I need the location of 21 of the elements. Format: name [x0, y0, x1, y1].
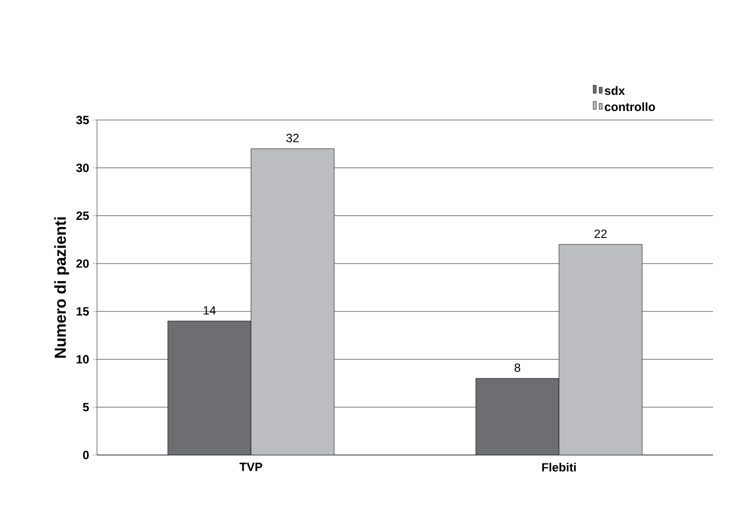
y-tick-label: 10 [76, 355, 89, 364]
y-tick-label: 35 [76, 116, 89, 124]
data-label: 32 [286, 134, 299, 142]
x-tick-label: TVP [240, 462, 262, 471]
bar [476, 378, 560, 455]
y-tick-label: 25 [76, 211, 89, 220]
data-label: 14 [204, 306, 216, 314]
y-tick-label: 0 [83, 450, 89, 460]
data-label: 8 [514, 363, 520, 372]
y-tick-label: 5 [82, 402, 89, 412]
legend-label: controllo [604, 102, 656, 112]
y-tick-label: 30 [76, 164, 89, 172]
y-tick-label: 20 [76, 259, 89, 268]
bar [250, 148, 334, 455]
legend-label: sdx [604, 86, 625, 95]
data-label: 22 [594, 230, 607, 238]
x-tick-label: Flebiti [542, 462, 576, 472]
y-axis-title: Numero di pazienti [54, 217, 70, 358]
bar [168, 320, 252, 455]
y-tick-label: 15 [76, 307, 89, 316]
bar [558, 244, 642, 455]
